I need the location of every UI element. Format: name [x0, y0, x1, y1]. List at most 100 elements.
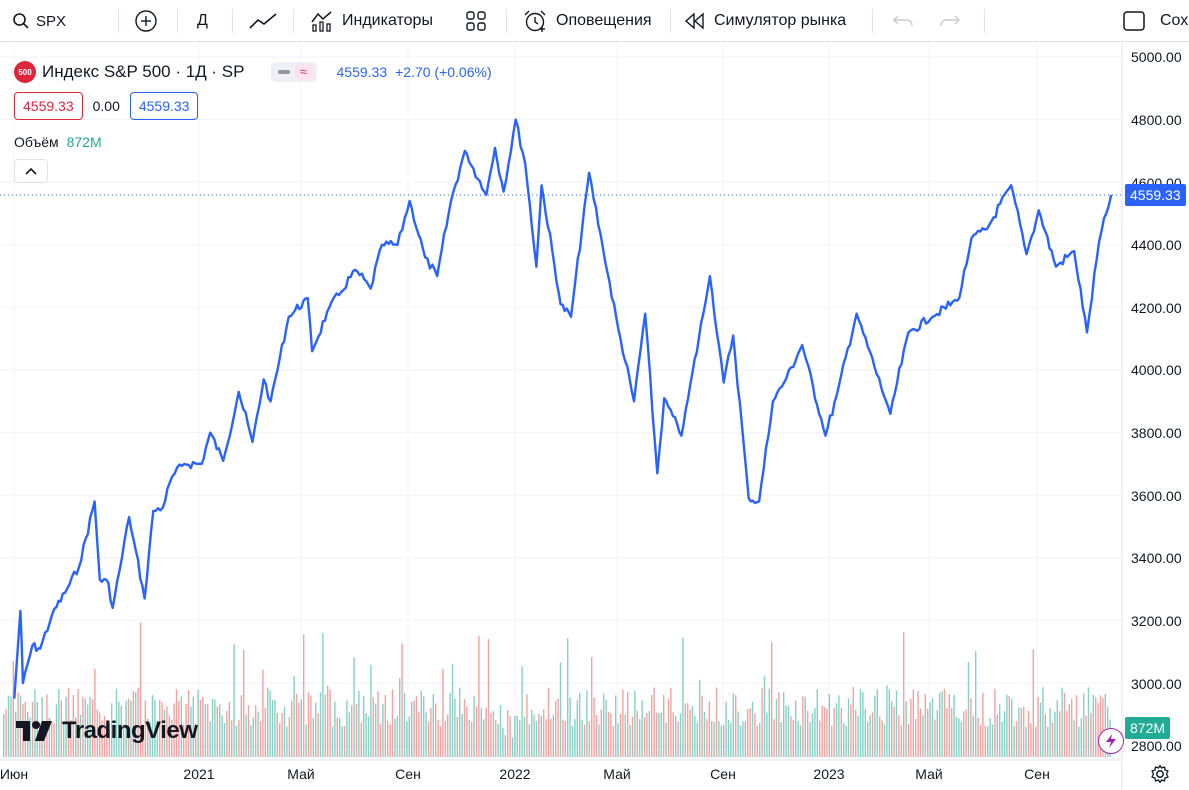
- volume-bar: [622, 689, 624, 757]
- volume-bar: [1037, 696, 1039, 757]
- volume-bar: [576, 700, 578, 757]
- volume-bar: [247, 705, 250, 757]
- volume-bar: [574, 719, 576, 757]
- save-layout-button[interactable]: Сох: [1122, 0, 1188, 42]
- plus-circle-icon: [135, 10, 157, 32]
- volume-bar: [408, 716, 410, 757]
- price-chart[interactable]: [0, 43, 1189, 790]
- volume-bar: [63, 721, 65, 757]
- volume-bar: [941, 691, 943, 757]
- volume-bar: [103, 716, 106, 757]
- ask-price-box[interactable]: 4559.33: [129, 92, 199, 120]
- search-icon: [13, 13, 29, 29]
- volume-bar: [53, 723, 55, 757]
- volume-bar: [195, 723, 197, 757]
- indicators-button[interactable]: Индикаторы: [310, 0, 433, 42]
- symbol-title[interactable]: Индекс S&P 500 · 1Д · SP: [42, 62, 245, 81]
- volume-bar: [754, 713, 756, 757]
- volume-bar: [108, 724, 110, 757]
- lightning-button[interactable]: [1098, 728, 1124, 754]
- chevron-up-icon: [25, 167, 37, 175]
- redo-icon: [940, 15, 961, 27]
- toolbar-divider: [872, 9, 873, 33]
- symbol-search-button[interactable]: SPX: [12, 0, 66, 42]
- volume-bar: [430, 707, 432, 757]
- volume-bar: [826, 708, 828, 757]
- volume-bar: [475, 706, 478, 757]
- volume-bar: [725, 701, 727, 757]
- volume-bar: [814, 707, 816, 757]
- volume-bar: [617, 723, 619, 757]
- undo-button[interactable]: [892, 0, 914, 42]
- time-tick: Сен: [1024, 766, 1050, 782]
- price-tick: 3600.00: [1131, 488, 1182, 504]
- volume-bar: [835, 703, 838, 757]
- interval-button[interactable]: Д: [197, 0, 208, 42]
- volume-bar: [550, 718, 552, 757]
- volume-bar: [139, 622, 142, 757]
- volume-bar: [569, 697, 571, 757]
- templates-button[interactable]: [465, 0, 487, 42]
- volume-indicator-label[interactable]: Объём: [14, 134, 59, 150]
- bid-price-box[interactable]: 4559.33: [14, 92, 83, 120]
- legend-toggle[interactable]: ≈: [270, 62, 317, 82]
- price-tick: 4200.00: [1131, 300, 1182, 316]
- redo-button[interactable]: [939, 0, 961, 42]
- volume-bar: [322, 633, 324, 757]
- volume-bar: [331, 726, 334, 757]
- volume-bar: [1025, 726, 1027, 757]
- replay-button[interactable]: Симулятор рынка: [684, 0, 846, 42]
- volume-bar: [643, 717, 646, 757]
- volume-bar: [10, 696, 12, 757]
- volume-bar: [159, 700, 161, 757]
- tradingview-logo[interactable]: TradingView: [16, 717, 198, 745]
- volume-bar: [327, 685, 329, 757]
- volume-bar: [382, 703, 384, 757]
- volume-bar: [1015, 721, 1018, 757]
- volume-bar: [535, 721, 538, 757]
- volume-bar: [3, 714, 5, 757]
- price-tick: 4400.00: [1131, 237, 1182, 253]
- volume-bar: [588, 721, 590, 757]
- grid: [0, 43, 1122, 760]
- alerts-button[interactable]: Оповещения: [522, 0, 652, 42]
- volume-bar: [175, 689, 178, 757]
- volume-bar: [171, 719, 173, 757]
- volume-bar: [269, 690, 271, 757]
- chart-type-button[interactable]: [248, 0, 278, 42]
- volume-bar: [192, 696, 194, 757]
- volume-bar: [360, 722, 362, 757]
- volume-bar: [562, 719, 564, 757]
- price-tick: 3000.00: [1131, 676, 1182, 692]
- volume-bar: [948, 693, 950, 757]
- volume-bar: [190, 706, 192, 757]
- volume-bar: [29, 717, 31, 757]
- volume-bar: [689, 709, 691, 757]
- volume-bar: [401, 643, 403, 757]
- chart-pane[interactable]: 5000.00 4800.00 4600.00 4400.00 4200.00 …: [0, 43, 1189, 790]
- volume-bar: [768, 688, 770, 757]
- volume-bar: [917, 691, 919, 757]
- volume-bar: [934, 719, 936, 757]
- collapse-legend-button[interactable]: [14, 159, 48, 183]
- volume-bar: [173, 703, 175, 757]
- volume-bar: [353, 657, 355, 757]
- volume-bar: [413, 700, 415, 757]
- volume-bar: [802, 695, 804, 757]
- time-tick: Сен: [395, 766, 421, 782]
- volume-bar: [715, 687, 718, 757]
- volume-bar: [679, 713, 682, 757]
- volume-bar: [653, 687, 655, 757]
- volume-bar: [377, 691, 379, 757]
- volume-bar: [780, 722, 782, 757]
- chart-settings-button[interactable]: [1150, 764, 1170, 789]
- compare-symbol-button[interactable]: [134, 0, 158, 42]
- volume-bar: [982, 692, 984, 757]
- volume-bar: [259, 721, 262, 757]
- volume-bar: [636, 710, 638, 757]
- volume-bar: [307, 692, 310, 757]
- volume-bar: [708, 701, 710, 757]
- volume-bar: [593, 697, 595, 757]
- volume-bar: [483, 719, 485, 757]
- volume-bar: [163, 709, 166, 757]
